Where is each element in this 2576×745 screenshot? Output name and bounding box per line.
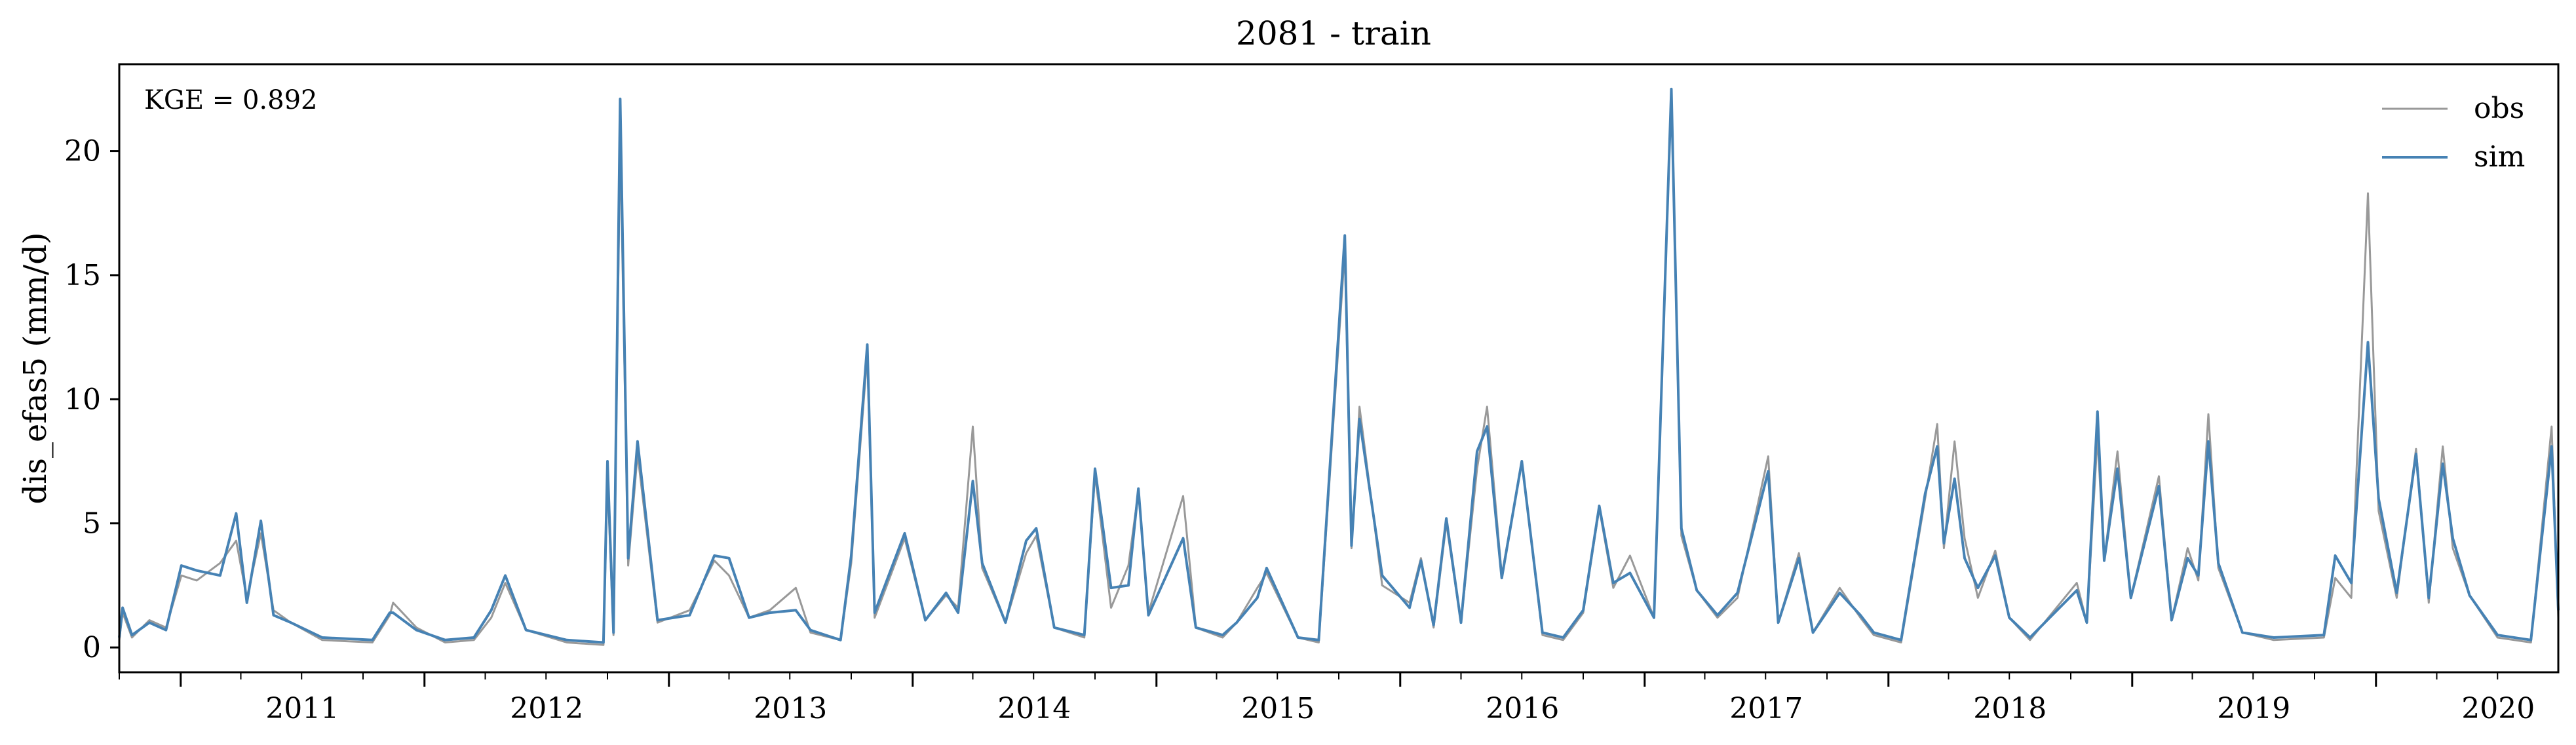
y-tick-label: 15 (64, 259, 101, 292)
y-tick-label: 10 (64, 383, 101, 416)
y-tick-label: 0 (83, 631, 101, 664)
x-tick-label: 2016 (1486, 692, 1559, 725)
x-tick-label: 2015 (1241, 692, 1315, 725)
x-tick-label: 2013 (754, 692, 827, 725)
x-axis: 2011 2012 2013 2014 2015 2016 2017 2018 2019 2020 (119, 672, 2535, 725)
x-tick-label: 2019 (2217, 692, 2290, 725)
x-tick-label: 2020 (2461, 692, 2535, 725)
legend: obs sim (2382, 92, 2525, 174)
y-tick-label: 20 (64, 135, 101, 168)
legend-sim-label: sim (2474, 140, 2525, 174)
kge-annotation: KGE = 0.892 (144, 85, 318, 115)
y-tick-label: 5 (83, 507, 101, 541)
x-tick-label: 2012 (510, 692, 583, 725)
legend-obs-label: obs (2474, 92, 2524, 125)
x-tick-label: 2018 (1973, 692, 2047, 725)
x-tick-label: 2011 (265, 692, 339, 725)
series-line-sim (118, 87, 2560, 644)
chart-title: 2081 - train (1236, 14, 1431, 52)
x-tick-label: 2017 (1729, 692, 1803, 725)
y-axis-label: dis_efas5 (mm/d) (17, 232, 54, 504)
y-axis: 0 5 10 15 20 (64, 135, 119, 664)
x-tick-label: 2014 (997, 692, 1071, 725)
series-layer (118, 87, 2560, 646)
